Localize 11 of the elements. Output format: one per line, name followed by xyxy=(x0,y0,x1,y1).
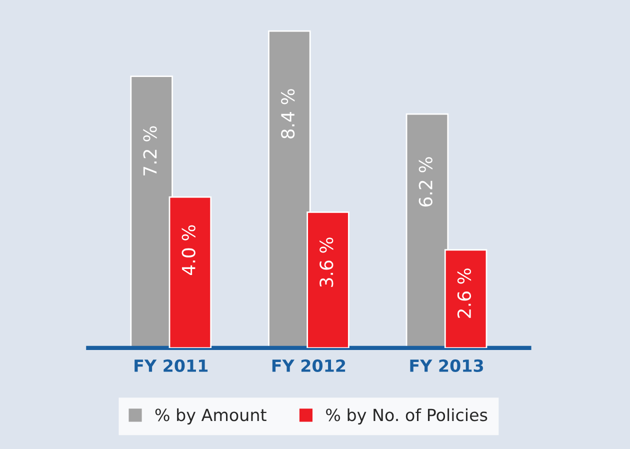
data-label: 4.0 % xyxy=(182,225,196,275)
data-label: 6.2 % xyxy=(418,157,432,206)
x-tick-label: FY 2011 xyxy=(134,359,208,372)
data-label: 3.6 % xyxy=(320,238,334,287)
legend-label: % by No. of Policies xyxy=(326,408,488,424)
x-tick-label: FY 2013 xyxy=(410,359,484,372)
x-tick-label: FY 2012 xyxy=(272,359,346,372)
data-label: 8.4 % xyxy=(280,89,295,138)
legend-label: % by Amount xyxy=(155,408,266,424)
data-label: 7.2 % xyxy=(143,126,157,176)
data-label: 2.6 % xyxy=(457,268,472,318)
